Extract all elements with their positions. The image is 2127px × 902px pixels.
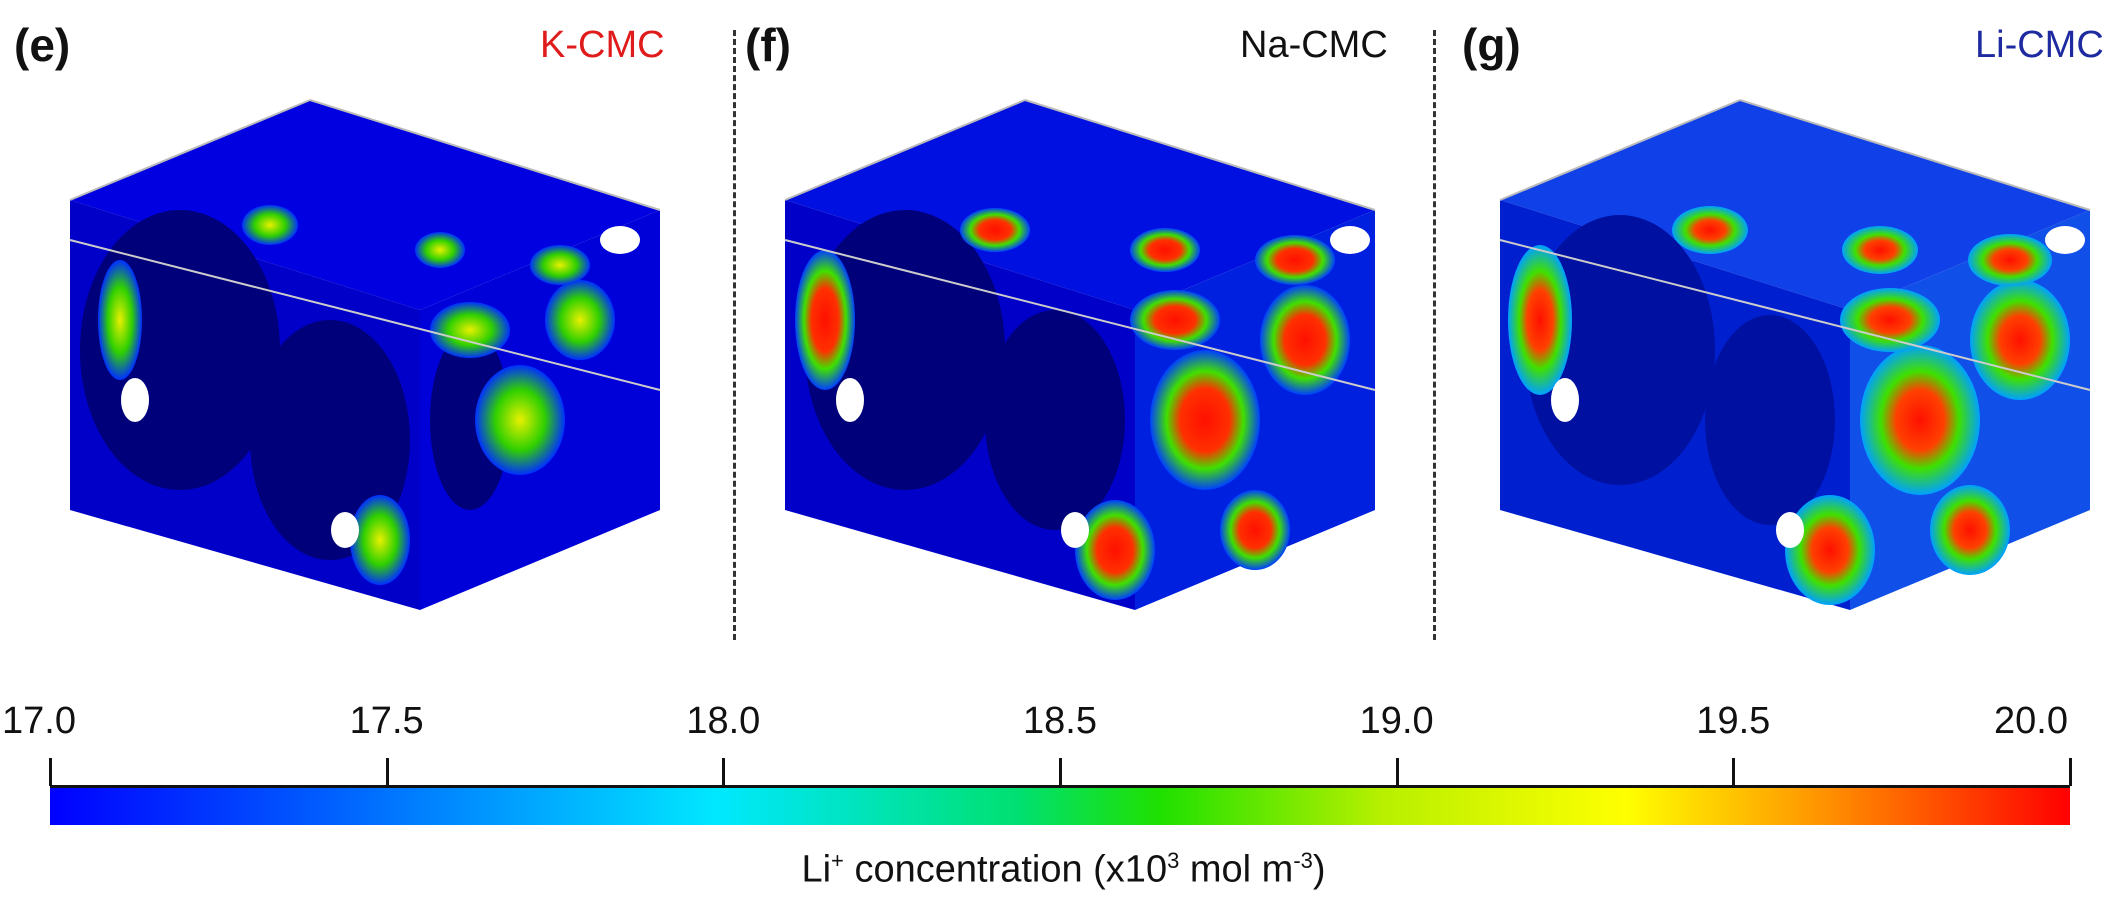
panel-divider-right [1433, 30, 1436, 640]
colorbar-tick-label: 17.5 [349, 700, 424, 742]
colorbar-tick-label: 17.0 [2, 700, 76, 742]
colorbar: 17.0 17.5 18.0 18.5 19.0 19.5 20.0 Li+ concent… [0, 700, 2127, 902]
panel-letter-g: (g) [1462, 19, 1521, 71]
cube-visualization-k-cmc [60, 90, 740, 650]
colorbar-tick-mark [1395, 758, 1399, 786]
colorbar-tick-label: 19.0 [1359, 700, 1434, 742]
colorbar-tick-mark [385, 758, 389, 786]
panel-title-na-cmc: Na-CMC [1240, 24, 1388, 66]
colorbar-label-sup-plus: + [831, 848, 844, 873]
colorbar-tick-label: 19.5 [1696, 700, 1771, 742]
colorbar-label-mid: concentration (x10 [843, 848, 1168, 891]
cube-visualization-li-cmc [1490, 90, 2127, 650]
colorbar-label: Li+ concentration (x103 mol m-3) [0, 848, 2127, 892]
colorbar-gradient [50, 785, 2070, 825]
colorbar-label-prefix: Li [801, 848, 832, 891]
colorbar-tick-mark [722, 758, 726, 786]
colorbar-tick-mark [1059, 758, 1062, 786]
panel-letter-e: (e) [14, 19, 71, 71]
colorbar-top-line [50, 785, 2070, 788]
colorbar-label-sup-3: 3 [1167, 848, 1180, 873]
panel-title-k-cmc: K-CMC [540, 24, 665, 66]
colorbar-tick-mark [49, 758, 52, 786]
colorbar-tick-mark [1732, 758, 1736, 786]
colorbar-label-sup-neg3: -3 [1293, 848, 1313, 873]
panel-divider-left [733, 30, 736, 640]
colorbar-label-unit: mol m [1179, 848, 1294, 891]
colorbar-tick-mark [2069, 758, 2072, 786]
colorbar-tick-label: 18.0 [686, 700, 761, 742]
panel-title-li-cmc: Li-CMC [1975, 24, 2104, 66]
panel-letter-f: (f) [745, 19, 791, 71]
colorbar-tick-label: 20.0 [1994, 700, 2068, 742]
colorbar-tick-label: 18.5 [1023, 700, 1097, 742]
colorbar-label-suffix: ) [1312, 848, 1326, 891]
cube-visualization-na-cmc [775, 90, 1455, 650]
